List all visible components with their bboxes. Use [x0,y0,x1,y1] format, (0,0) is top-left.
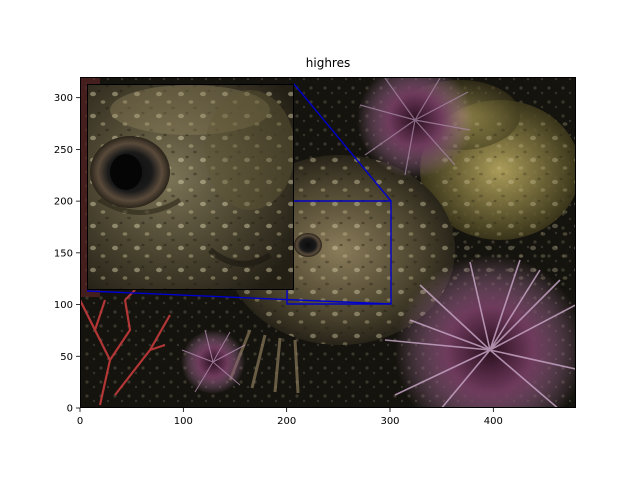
y-tick-label: 0 [67,404,73,415]
x-tick-label: 300 [380,416,399,427]
x-tick-label: 100 [174,416,193,427]
x-tick-label: 200 [277,416,296,427]
y-tick-label: 100 [54,300,73,311]
y-tick-label: 300 [54,93,73,104]
image-main [80,77,576,408]
inset-frame [87,84,294,290]
urchin-bottom-right [384,255,576,408]
y-tick-label: 250 [54,145,73,156]
inset-axes [87,84,294,290]
x-tick-label: 0 [77,416,83,427]
urchin-top [357,77,473,178]
axes-frame [80,77,576,408]
chart-title: highres [306,56,350,70]
connector-top [293,83,392,202]
connector-bottom [86,290,392,305]
y-tick-label: 200 [54,197,73,208]
y-axis: 0 50 100 150 200 250 300 [54,93,80,415]
x-tick-label: 400 [484,416,503,427]
urchin-small [181,329,246,394]
x-axis: 0 100 200 300 400 [77,408,503,427]
y-tick-label: 50 [60,352,73,363]
y-tick-label: 150 [54,248,73,259]
